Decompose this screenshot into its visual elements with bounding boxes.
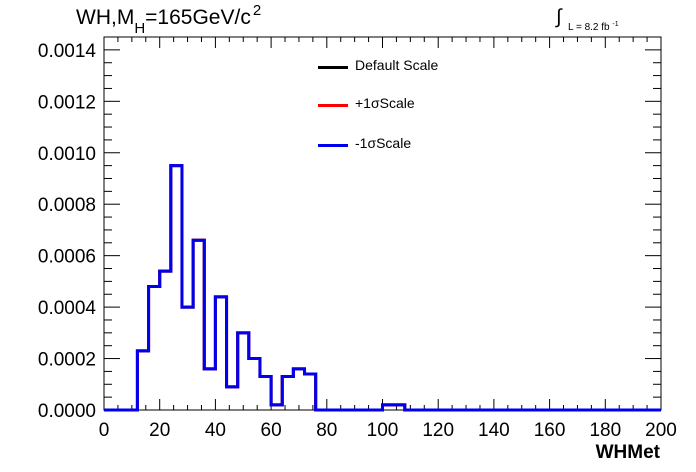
luminosity-exponent: -1 [612,21,619,28]
title-superscript: 2 [252,2,262,19]
integral-symbol: ∫ [556,6,562,28]
x-tick-label: 100 [367,420,399,441]
legend-swatch-plus1sigma [318,104,348,107]
x-tick-label: 0 [99,420,110,441]
x-tick-label: 200 [645,420,677,441]
luminosity-value: L = 8.2 fb [568,22,610,33]
x-axis-label: WHMet [595,442,660,463]
y-tick-label: 0.0010 [38,144,96,165]
axis-tick-labels: 0 20 40 60 80 100 120 140 160 180 200 0.0000 0.0002 0… [38,41,677,441]
series-line-1 [104,164,661,412]
x-tick-label: 180 [589,420,621,441]
title-subscript: H [134,20,146,37]
x-tick-label: 80 [316,420,337,441]
y-tick-label: 0.0012 [38,92,96,113]
x-tick-label: 140 [478,420,510,441]
luminosity-text: L = 8.2 fb -1 [568,21,619,33]
plot-frame [103,36,662,411]
axis-ticks [103,36,662,411]
x-tick-label: 40 [205,420,226,441]
series-group [104,164,661,412]
y-tick-label: 0.0002 [38,350,96,371]
chart-title: WH,MH=165GeV/c 2 [76,2,261,37]
title-rest: =165GeV/c [145,6,251,29]
legend-label-default: Default Scale [355,57,439,73]
series-line-2 [104,164,661,412]
legend-label-plus1sigma: +1σScale [355,95,415,111]
y-tick-label: 0.0014 [38,41,97,62]
y-tick-label: 0.0006 [38,247,96,268]
x-tick-label: 20 [149,420,170,441]
legend-label-minus1sigma: -1σScale [355,135,412,151]
legend-swatch-minus1sigma [318,144,348,147]
legend-item-plus1sigma: +1σScale [318,94,468,114]
y-tick-label: 0.0008 [38,195,96,216]
x-tick-label: 120 [422,420,454,441]
legend-item-default: Default Scale [318,56,468,76]
legend-swatch-default [318,66,348,69]
series-line-0 [104,164,661,412]
y-tick-label: 0.0000 [38,401,96,422]
title-main: WH,M [76,6,135,29]
x-tick-label: 160 [534,420,566,441]
y-tick-label: 0.0004 [38,298,97,319]
legend-item-minus1sigma: -1σScale [318,134,468,154]
x-tick-label: 60 [261,420,282,441]
